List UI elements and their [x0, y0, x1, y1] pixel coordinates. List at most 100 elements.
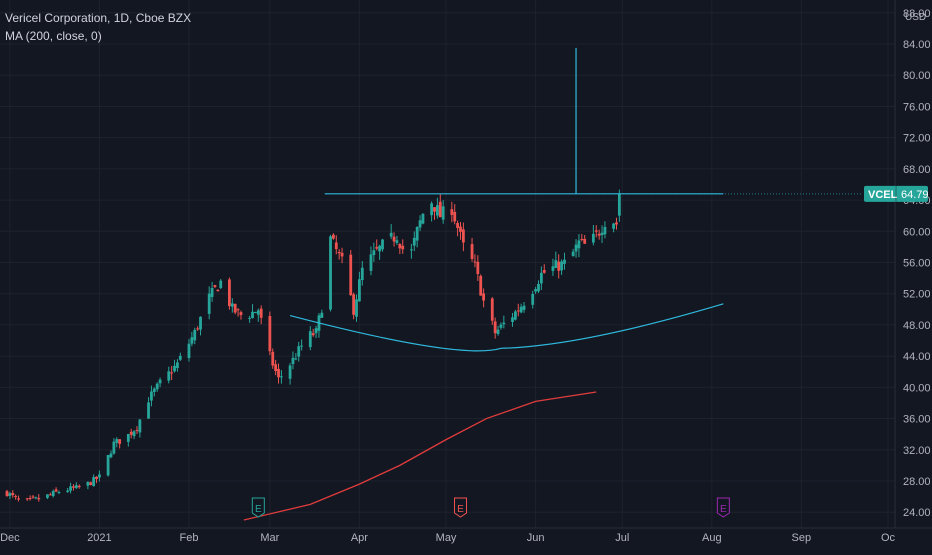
- candle-body: [233, 303, 237, 313]
- candle-body: [603, 226, 607, 235]
- candle-body: [158, 379, 162, 384]
- cup-arc[interactable]: [289, 303, 724, 352]
- candle-body: [519, 306, 523, 313]
- price-tag-symbol: VCEL: [868, 189, 898, 201]
- earnings-marker[interactable]: E: [453, 497, 467, 518]
- candle-body: [461, 229, 465, 243]
- time-tick-label: Jul: [615, 532, 629, 544]
- earnings-marker-label: E: [457, 504, 464, 515]
- price-tick-label: 80.00: [903, 70, 931, 82]
- candle-body: [207, 293, 211, 314]
- candle-body: [86, 481, 90, 486]
- candle-body: [95, 476, 98, 480]
- time-tick-label: Sep: [792, 532, 812, 544]
- candle-body: [190, 337, 194, 344]
- earnings-marker-shape: [251, 497, 265, 518]
- candle-body: [360, 267, 364, 281]
- earnings-marker-label: E: [720, 504, 727, 515]
- candle-body: [135, 429, 139, 431]
- time-tick-label: Aug: [702, 532, 722, 544]
- candle-body: [392, 236, 396, 242]
- candle-body: [479, 275, 483, 296]
- candle-body: [332, 234, 335, 239]
- ma-line: [243, 391, 597, 521]
- candle-body: [219, 280, 223, 288]
- candle-body: [378, 245, 382, 252]
- moving-average-layer: [243, 391, 597, 521]
- candle-body: [513, 311, 517, 320]
- candle-body: [239, 312, 243, 316]
- earnings-marker[interactable]: E: [251, 497, 265, 518]
- candle-body: [563, 259, 566, 264]
- legend-indicator[interactable]: MA (200, close, 0): [5, 29, 102, 43]
- candle-body: [254, 311, 257, 314]
- candle-body: [14, 496, 18, 498]
- candle-body: [615, 222, 618, 225]
- candle-body: [314, 328, 318, 334]
- candle-body: [329, 236, 332, 310]
- candle-body: [537, 283, 540, 292]
- candle-body: [25, 498, 29, 500]
- price-tick-label: 24.00: [903, 507, 931, 519]
- candle-body: [375, 247, 379, 249]
- candle-body: [51, 491, 55, 497]
- price-tick-label: 88.00: [903, 8, 931, 20]
- candle-body: [268, 315, 272, 352]
- candle-body: [54, 489, 58, 492]
- candle-body: [216, 289, 220, 292]
- candle-body: [594, 230, 598, 232]
- candle-body: [369, 254, 373, 271]
- time-axis[interactable]: Dec 2021 Feb Mar Apr May Jun Jul Aug Sep Oc: [0, 527, 932, 544]
- candle-body: [412, 237, 416, 246]
- candle-body: [210, 287, 214, 298]
- candle-body: [11, 493, 15, 496]
- candle-body: [502, 322, 506, 325]
- candle-body: [34, 497, 38, 499]
- price-axis[interactable]: 88.0084.0080.0076.0072.0068.0064.0060.00…: [894, 0, 931, 528]
- candle-body: [31, 496, 35, 498]
- candle-body: [193, 329, 197, 341]
- last-price-tag: VCEL 64.79: [590, 185, 929, 202]
- candle-body: [591, 233, 595, 243]
- candle-body: [112, 441, 116, 454]
- candle-body: [398, 243, 402, 249]
- price-tick-label: 60.00: [903, 226, 931, 238]
- candle-body: [138, 419, 142, 433]
- price-tick-label: 32.00: [903, 445, 931, 457]
- candle-body: [574, 244, 578, 252]
- currency-label: USD: [905, 12, 926, 23]
- candle-body: [118, 439, 122, 444]
- candle-body: [230, 303, 234, 307]
- candle-body: [187, 343, 191, 358]
- time-tick-label: Feb: [179, 532, 198, 544]
- price-tick-label: 68.00: [903, 164, 931, 176]
- candle-body: [89, 482, 93, 485]
- candle-body: [251, 311, 254, 319]
- price-tick-label: 76.00: [903, 101, 931, 113]
- candle-body: [551, 266, 555, 271]
- candle-body: [395, 240, 399, 243]
- candle-body: [560, 261, 563, 271]
- time-tick-label: Mar: [260, 532, 279, 544]
- price-tag-value: 64.79: [901, 189, 929, 201]
- candle-body: [617, 193, 621, 216]
- legend-title[interactable]: Vericel Corporation, 1D, Cboe BZX: [5, 11, 192, 25]
- candle-body: [516, 310, 520, 312]
- candle-body: [129, 431, 133, 435]
- candle-body: [597, 233, 601, 236]
- candle-body: [389, 232, 393, 237]
- time-tick-label: Oc: [881, 532, 896, 544]
- candle-body: [496, 329, 500, 334]
- price-tick-label: 56.00: [903, 258, 931, 270]
- candle-body: [430, 203, 434, 216]
- candle-body: [167, 371, 171, 381]
- candle-body: [178, 355, 182, 360]
- candle-body: [213, 285, 217, 287]
- chart-legend: Vericel Corporation, 1D, Cboe BZX MA (20…: [5, 9, 191, 45]
- earnings-marker[interactable]: E: [716, 497, 730, 518]
- candle-body: [493, 321, 497, 334]
- candle-body: [499, 324, 503, 328]
